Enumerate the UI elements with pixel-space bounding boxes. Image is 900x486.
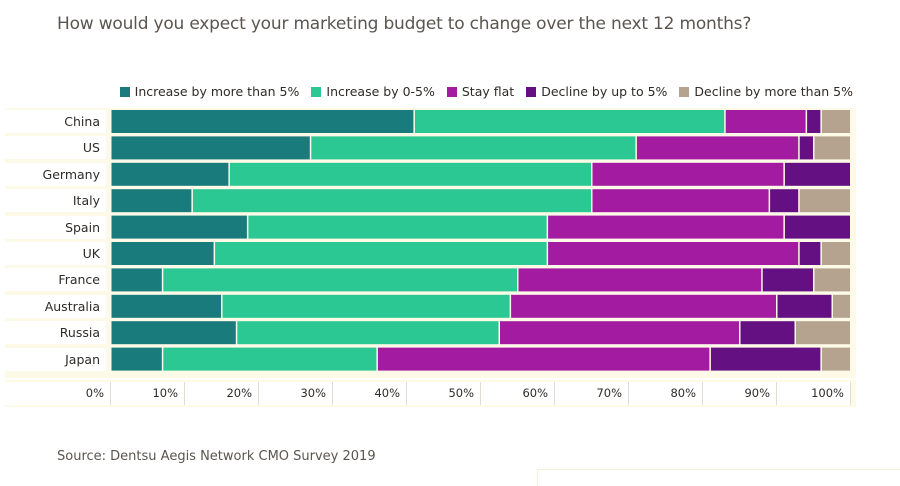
bar-segment: [814, 268, 850, 292]
bar-segment: [111, 162, 229, 186]
legend-label: Decline by more than 5%: [694, 84, 853, 99]
bar-segment: [821, 110, 850, 133]
category-label-text: Japan: [65, 351, 100, 367]
bar-segment: [592, 162, 784, 186]
bar-segment: [111, 347, 162, 371]
category-label-text: Russia: [59, 325, 100, 341]
bar-segment: [377, 347, 710, 371]
bar-segment: [111, 268, 162, 292]
bar-segment: [796, 321, 850, 345]
bar-segment: [215, 242, 547, 265]
bar-segment: [111, 294, 221, 318]
bar-segment: [511, 294, 776, 318]
legend-item: Decline by more than 5%: [679, 84, 853, 99]
legend-item: Stay flat: [446, 84, 515, 99]
bar-segment: [311, 136, 636, 160]
bar-segment: [192, 189, 591, 213]
bar-segment: [833, 294, 850, 318]
bar-segment: [799, 189, 850, 213]
category-label: Italy: [5, 189, 106, 213]
bar-segment: [163, 347, 377, 371]
bar-segment: [548, 242, 799, 265]
bar-segment: [636, 136, 799, 160]
category-label: Australia: [5, 294, 106, 318]
legend-label: Stay flat: [461, 84, 515, 99]
category-label: Spain: [5, 215, 106, 239]
bar-segment: [821, 347, 850, 371]
legend-label: Decline by up to 5%: [541, 84, 668, 99]
legend-swatch: [311, 86, 322, 97]
x-tick-label: 100%: [777, 382, 851, 405]
bar-segment: [799, 242, 821, 265]
category-label: China: [5, 110, 106, 133]
bar-segment: [518, 268, 762, 292]
x-tick-label: 70%: [555, 382, 629, 405]
category-label-text: UK: [82, 246, 100, 261]
bar-segment: [762, 268, 813, 292]
x-tick-label: 20%: [185, 382, 259, 405]
bar-segment: [807, 110, 821, 133]
bar-segment: [784, 162, 850, 186]
category-label-text: Germany: [42, 166, 100, 182]
category-label-text: US: [82, 140, 100, 156]
legend-swatch: [446, 86, 457, 97]
bar-segment: [799, 136, 813, 160]
bar-segment: [248, 215, 547, 239]
legend-item: Increase by 0-5%: [311, 84, 435, 99]
bar-segment: [229, 162, 591, 186]
legend-swatch: [526, 86, 537, 97]
bar-segment: [111, 215, 247, 239]
x-tick-label: 80%: [629, 382, 703, 405]
source-note: Source: Dentsu Aegis Network CMO Survey …: [57, 449, 376, 464]
bar-segment: [777, 294, 832, 318]
bar-segment: [111, 242, 214, 265]
category-label: US: [5, 136, 106, 160]
bar-segment: [814, 136, 850, 160]
bar-segment: [222, 294, 510, 318]
bar-segment: [770, 189, 799, 213]
chart-title: How would you expect your marketing budg…: [57, 14, 752, 34]
legend-item: Increase by more than 5%: [119, 84, 300, 99]
bar-segment: [414, 110, 725, 133]
bar-segment: [784, 215, 850, 239]
bar-segment: [548, 215, 784, 239]
x-tick-label: 90%: [703, 382, 777, 405]
bar-segment: [163, 268, 518, 292]
bar-segment: [111, 189, 192, 213]
bar-segment: [740, 321, 795, 345]
x-tick-label: 60%: [481, 382, 555, 405]
legend-swatch: [679, 86, 690, 97]
category-label: UK: [5, 242, 106, 265]
bar-segment: [237, 321, 499, 345]
bar-segment: [500, 321, 739, 345]
legend-label: Increase by more than 5%: [134, 84, 300, 99]
bar-segment: [111, 110, 414, 133]
footer-panel: [537, 469, 900, 486]
category-label-text: Australia: [44, 298, 100, 314]
bar-segment: [821, 242, 850, 265]
legend-swatch: [119, 86, 130, 97]
legend-label: Increase by 0-5%: [326, 84, 435, 99]
legend-item: Decline by up to 5%: [526, 84, 667, 99]
category-label: Japan: [5, 347, 106, 371]
bar-segment: [710, 347, 821, 371]
x-tick-label: 0%: [5, 382, 111, 405]
category-label-text: Spain: [65, 219, 100, 235]
category-label: France: [5, 268, 106, 292]
category-label: Germany: [5, 162, 106, 186]
bar-segment: [111, 136, 310, 160]
bar-segment: [725, 110, 806, 133]
category-label-text: Italy: [72, 193, 100, 209]
bar-segment: [111, 321, 236, 345]
x-tick-label: 40%: [333, 382, 407, 405]
x-tick-label: 30%: [259, 382, 333, 405]
category-label-text: China: [64, 114, 100, 129]
category-label-text: France: [58, 272, 100, 288]
category-label: Russia: [5, 321, 106, 345]
x-tick-label: 50%: [407, 382, 481, 405]
x-tick-label: 10%: [111, 382, 185, 405]
bar-segment: [592, 189, 769, 213]
legend: Increase by more than 5% Increase by 0-5%…: [119, 84, 853, 99]
